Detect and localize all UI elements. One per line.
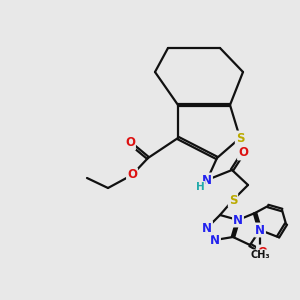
Text: O: O xyxy=(127,169,137,182)
Text: N: N xyxy=(255,224,265,236)
Text: S: S xyxy=(229,194,237,206)
Text: S: S xyxy=(236,131,244,145)
Text: ethyl: ethyl xyxy=(84,175,87,176)
Text: O: O xyxy=(238,146,248,160)
Text: H: H xyxy=(196,182,205,192)
Text: CH₃: CH₃ xyxy=(250,250,270,260)
Text: N: N xyxy=(202,173,212,187)
Text: O: O xyxy=(125,136,135,149)
Text: O: O xyxy=(257,245,267,259)
Text: N: N xyxy=(210,233,220,247)
Text: N: N xyxy=(233,214,243,226)
Text: N: N xyxy=(202,221,212,235)
